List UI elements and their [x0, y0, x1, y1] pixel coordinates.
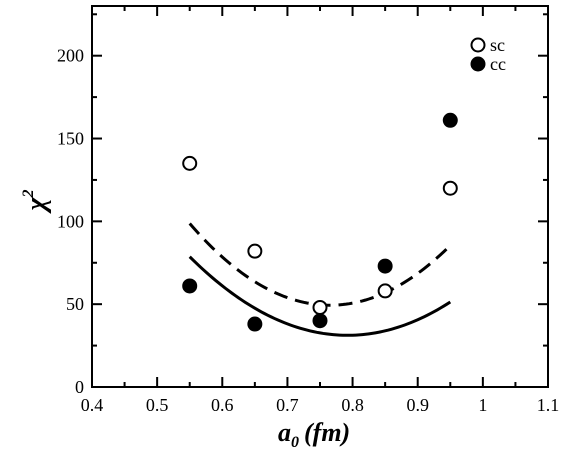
x-tick-label: 0.9: [406, 395, 429, 415]
x-tick-label: 0.6: [211, 395, 234, 415]
x-axis-unit: (fm): [304, 418, 350, 447]
axis-ticks: 0.4 0.5 0.6 0.7 0.8 0.9 1 1.1 0 50 100 150 200: [57, 6, 559, 415]
y-tick-label: 50: [66, 294, 84, 314]
y-axis-symbol: χ: [21, 197, 52, 215]
y-axis-superscript: 2: [20, 189, 37, 198]
x-tick-label: 0.8: [341, 395, 364, 415]
x-axis-title: a0 (fm): [278, 418, 350, 451]
x-tick-label: 0.5: [146, 395, 169, 415]
x-tick-label: 1.1: [537, 395, 560, 415]
data-point-cc: [442, 112, 458, 128]
legend-label-sc: sc: [490, 35, 505, 55]
data-point-sc: [377, 283, 393, 299]
data-point-cc: [377, 258, 393, 274]
x-axis-symbol: a: [278, 418, 291, 447]
data-point-sc: [312, 299, 328, 315]
y-tick-label: 200: [57, 46, 84, 66]
y-axis-title: χ2: [20, 189, 52, 214]
data-point-cc: [247, 316, 263, 332]
y-tick-label: 0: [75, 377, 84, 397]
data-point-cc: [312, 313, 328, 329]
x-tick-label: 0.7: [276, 395, 299, 415]
legend-label-cc: cc: [490, 54, 506, 74]
fit-line-sc: [188, 222, 452, 307]
y-tick-label: 150: [57, 129, 84, 149]
x-axis-subscript: 0: [291, 434, 299, 451]
data-point-sc: [442, 180, 458, 196]
data-point-cc: [182, 278, 198, 294]
data-markers: [182, 112, 458, 332]
fit-line-cc: [188, 255, 452, 337]
y-axis-title-group: χ2: [20, 189, 52, 214]
data-point-sc: [247, 243, 263, 259]
y-tick-label: 100: [57, 211, 84, 231]
legend-marker-sc: [470, 37, 486, 53]
data-point-sc: [182, 155, 198, 171]
x-tick-label: 1: [478, 395, 487, 415]
legend: sc cc: [470, 35, 506, 74]
legend-marker-cc: [470, 56, 486, 72]
x-tick-label: 0.4: [81, 395, 104, 415]
